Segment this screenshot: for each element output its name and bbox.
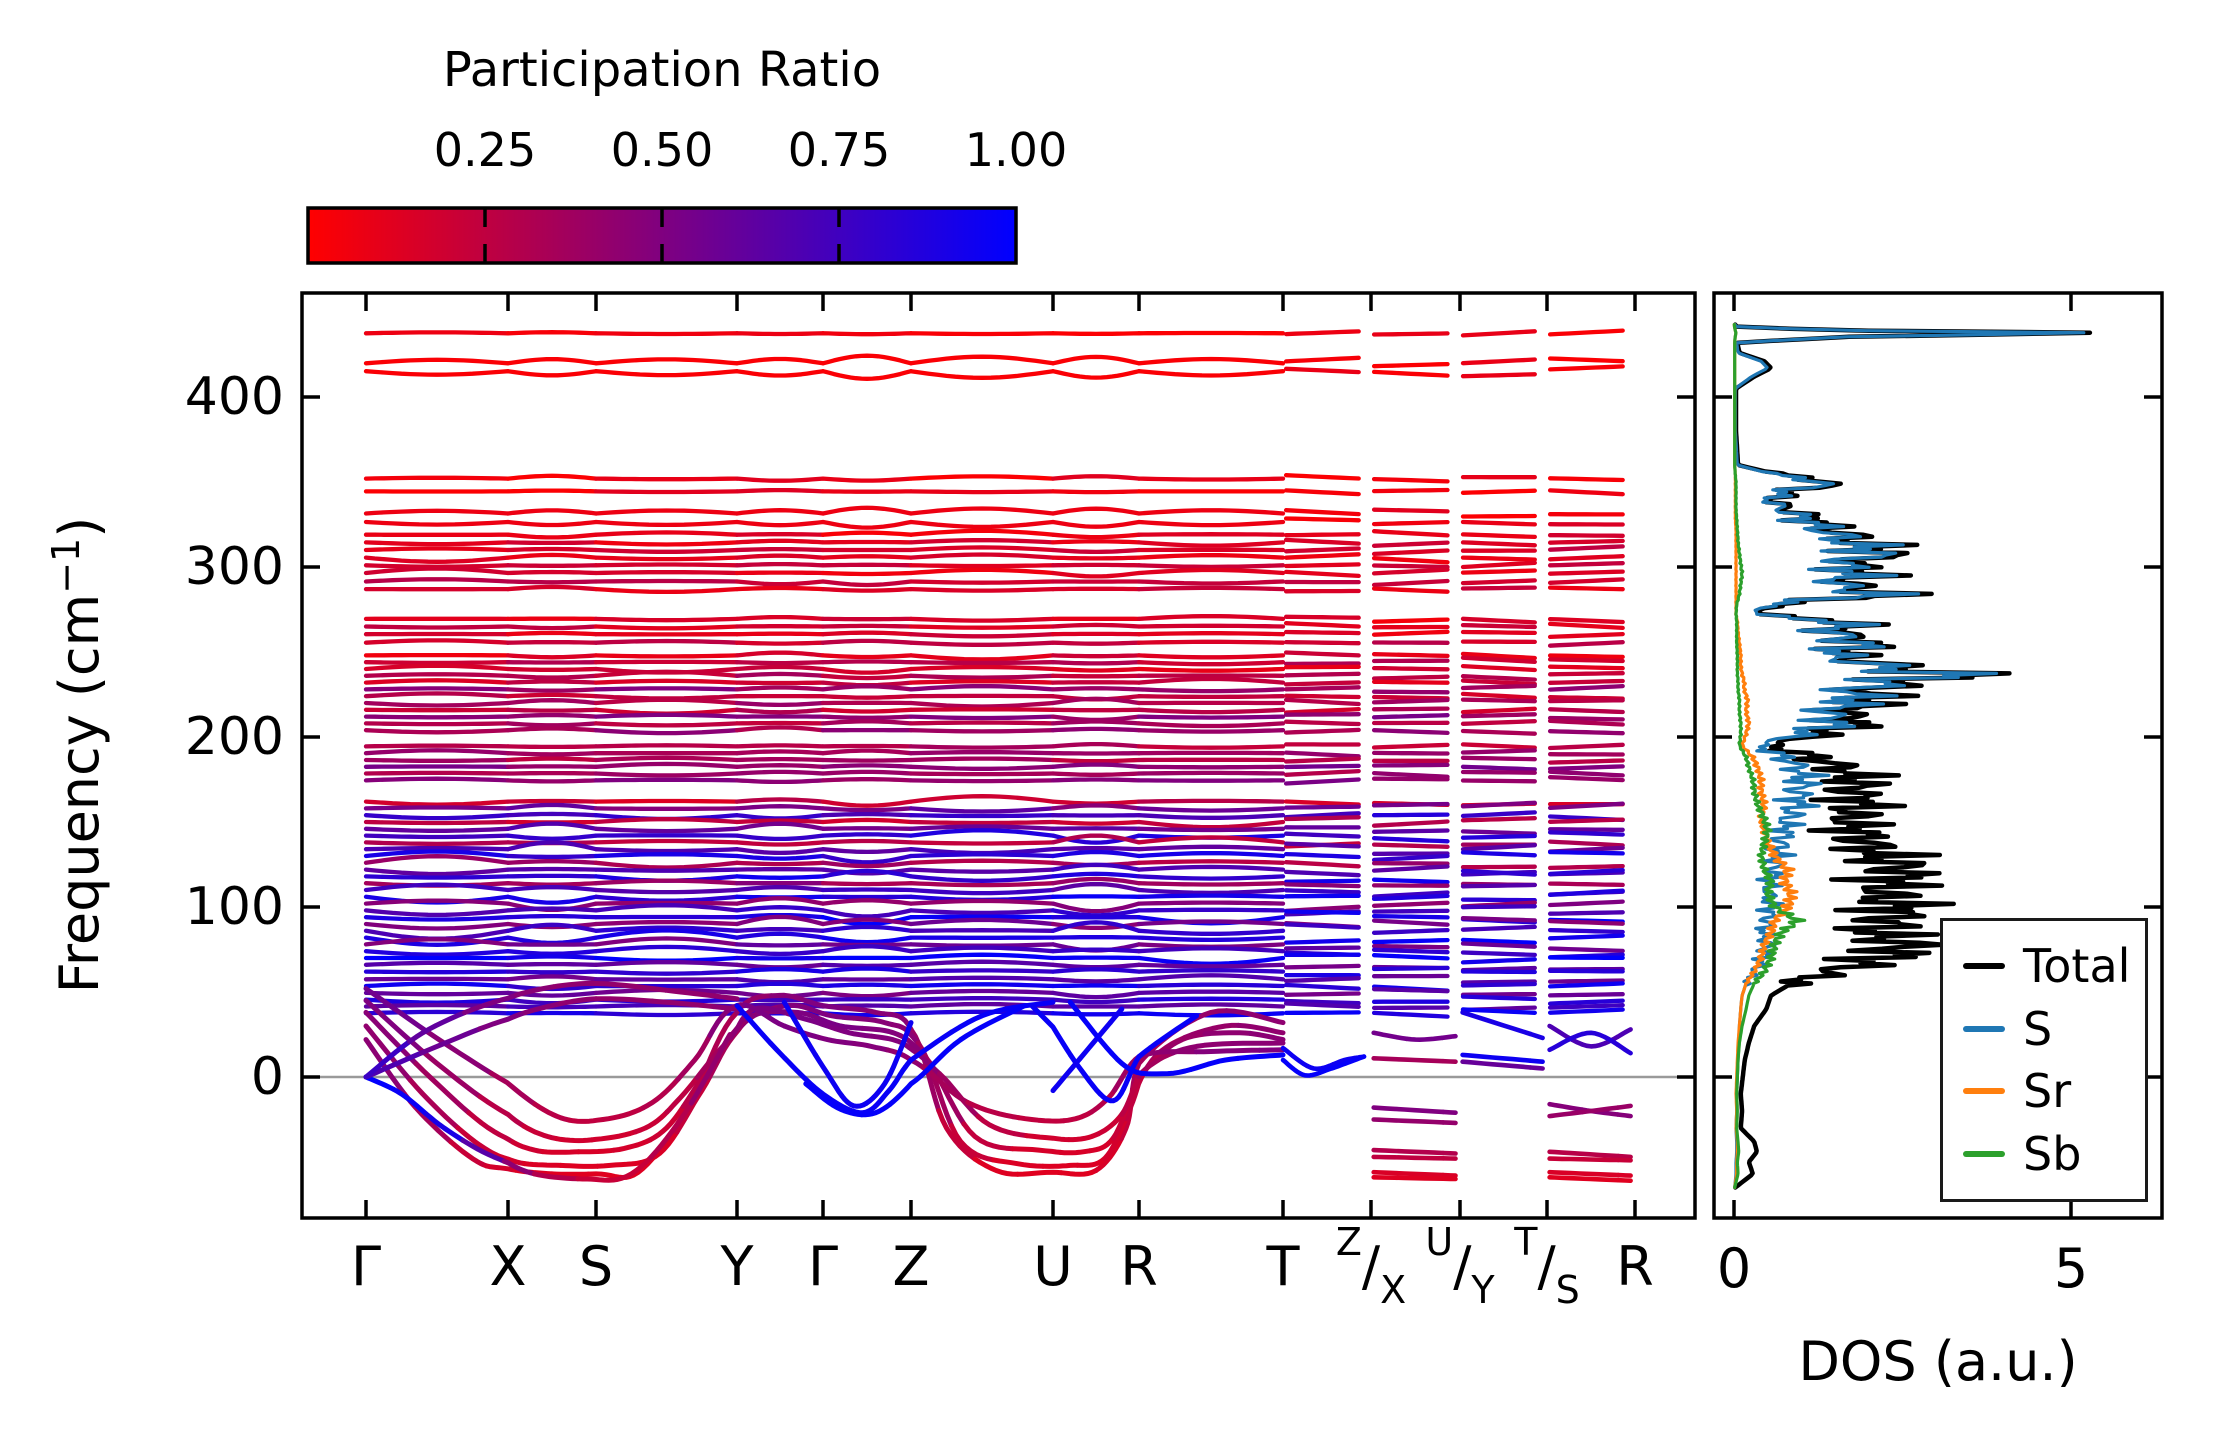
band-xtick-T-over-S: T/S — [1514, 1220, 1580, 1312]
band-xtick-Z: Z — [892, 1235, 930, 1298]
band-xtick-Y: Y — [720, 1235, 754, 1298]
ytick-400: 400 — [184, 367, 284, 427]
dos-xtick-5: 5 — [2053, 1237, 2089, 1300]
band-xtick-Γ: Γ — [807, 1235, 839, 1298]
band-xtick-Z-over-X: Z/X — [1335, 1220, 1407, 1312]
legend-line-sb — [1963, 1150, 2005, 1157]
legend-entry-sr: Sr — [1963, 1064, 2125, 1118]
colorbar-tick-050: 0.50 — [610, 123, 714, 177]
legend-entry-total: Total — [1963, 939, 2130, 993]
band-xtick-R: R — [1120, 1235, 1158, 1298]
colorbar-title: Participation Ratio — [442, 42, 882, 98]
band-xtick-U: U — [1033, 1235, 1073, 1298]
y-axis-label-sup: −1 — [44, 537, 88, 594]
ytick-100: 100 — [184, 877, 284, 937]
colorbar-tick-075: 0.75 — [787, 123, 891, 177]
legend-label-sr: Sr — [2023, 1064, 2072, 1119]
legend-line-sr — [1963, 1088, 2005, 1095]
ytick-200: 200 — [184, 707, 284, 767]
ytick-0: 0 — [250, 1047, 284, 1107]
y-axis-label-close: ) — [48, 516, 111, 538]
band-xtick-X: X — [489, 1235, 527, 1298]
dos-xtick-0: 0 — [1716, 1237, 1752, 1300]
colorbar-tick-100: 1.00 — [964, 123, 1068, 177]
band-xtick-R: R — [1616, 1235, 1654, 1298]
legend-label-total: Total — [2023, 939, 2131, 994]
dos-axis-label: DOS (a.u.) — [1798, 1330, 2078, 1393]
band-xtick-Γ: Γ — [350, 1235, 382, 1298]
legend-line-s — [1963, 1025, 2005, 1032]
y-axis-label: Frequency (cm−1) — [44, 517, 111, 994]
band-xtick-S: S — [578, 1235, 614, 1298]
legend-label-sb: Sb — [2023, 1126, 2082, 1181]
ytick-300: 300 — [184, 537, 284, 597]
legend-entry-s: S — [1963, 1002, 2125, 1056]
dos-legend: Total S Sr Sb — [1940, 918, 2148, 1202]
band-xtick-T: T — [1266, 1235, 1300, 1298]
colorbar-tick-025: 0.25 — [433, 123, 537, 177]
legend-label-s: S — [2023, 1001, 2053, 1056]
legend-line-total — [1963, 963, 2005, 970]
legend-entry-sb: Sb — [1963, 1127, 2125, 1181]
y-axis-label-text: Frequency (cm — [48, 593, 111, 994]
band-xtick-U-over-Y: U/Y — [1425, 1220, 1495, 1312]
